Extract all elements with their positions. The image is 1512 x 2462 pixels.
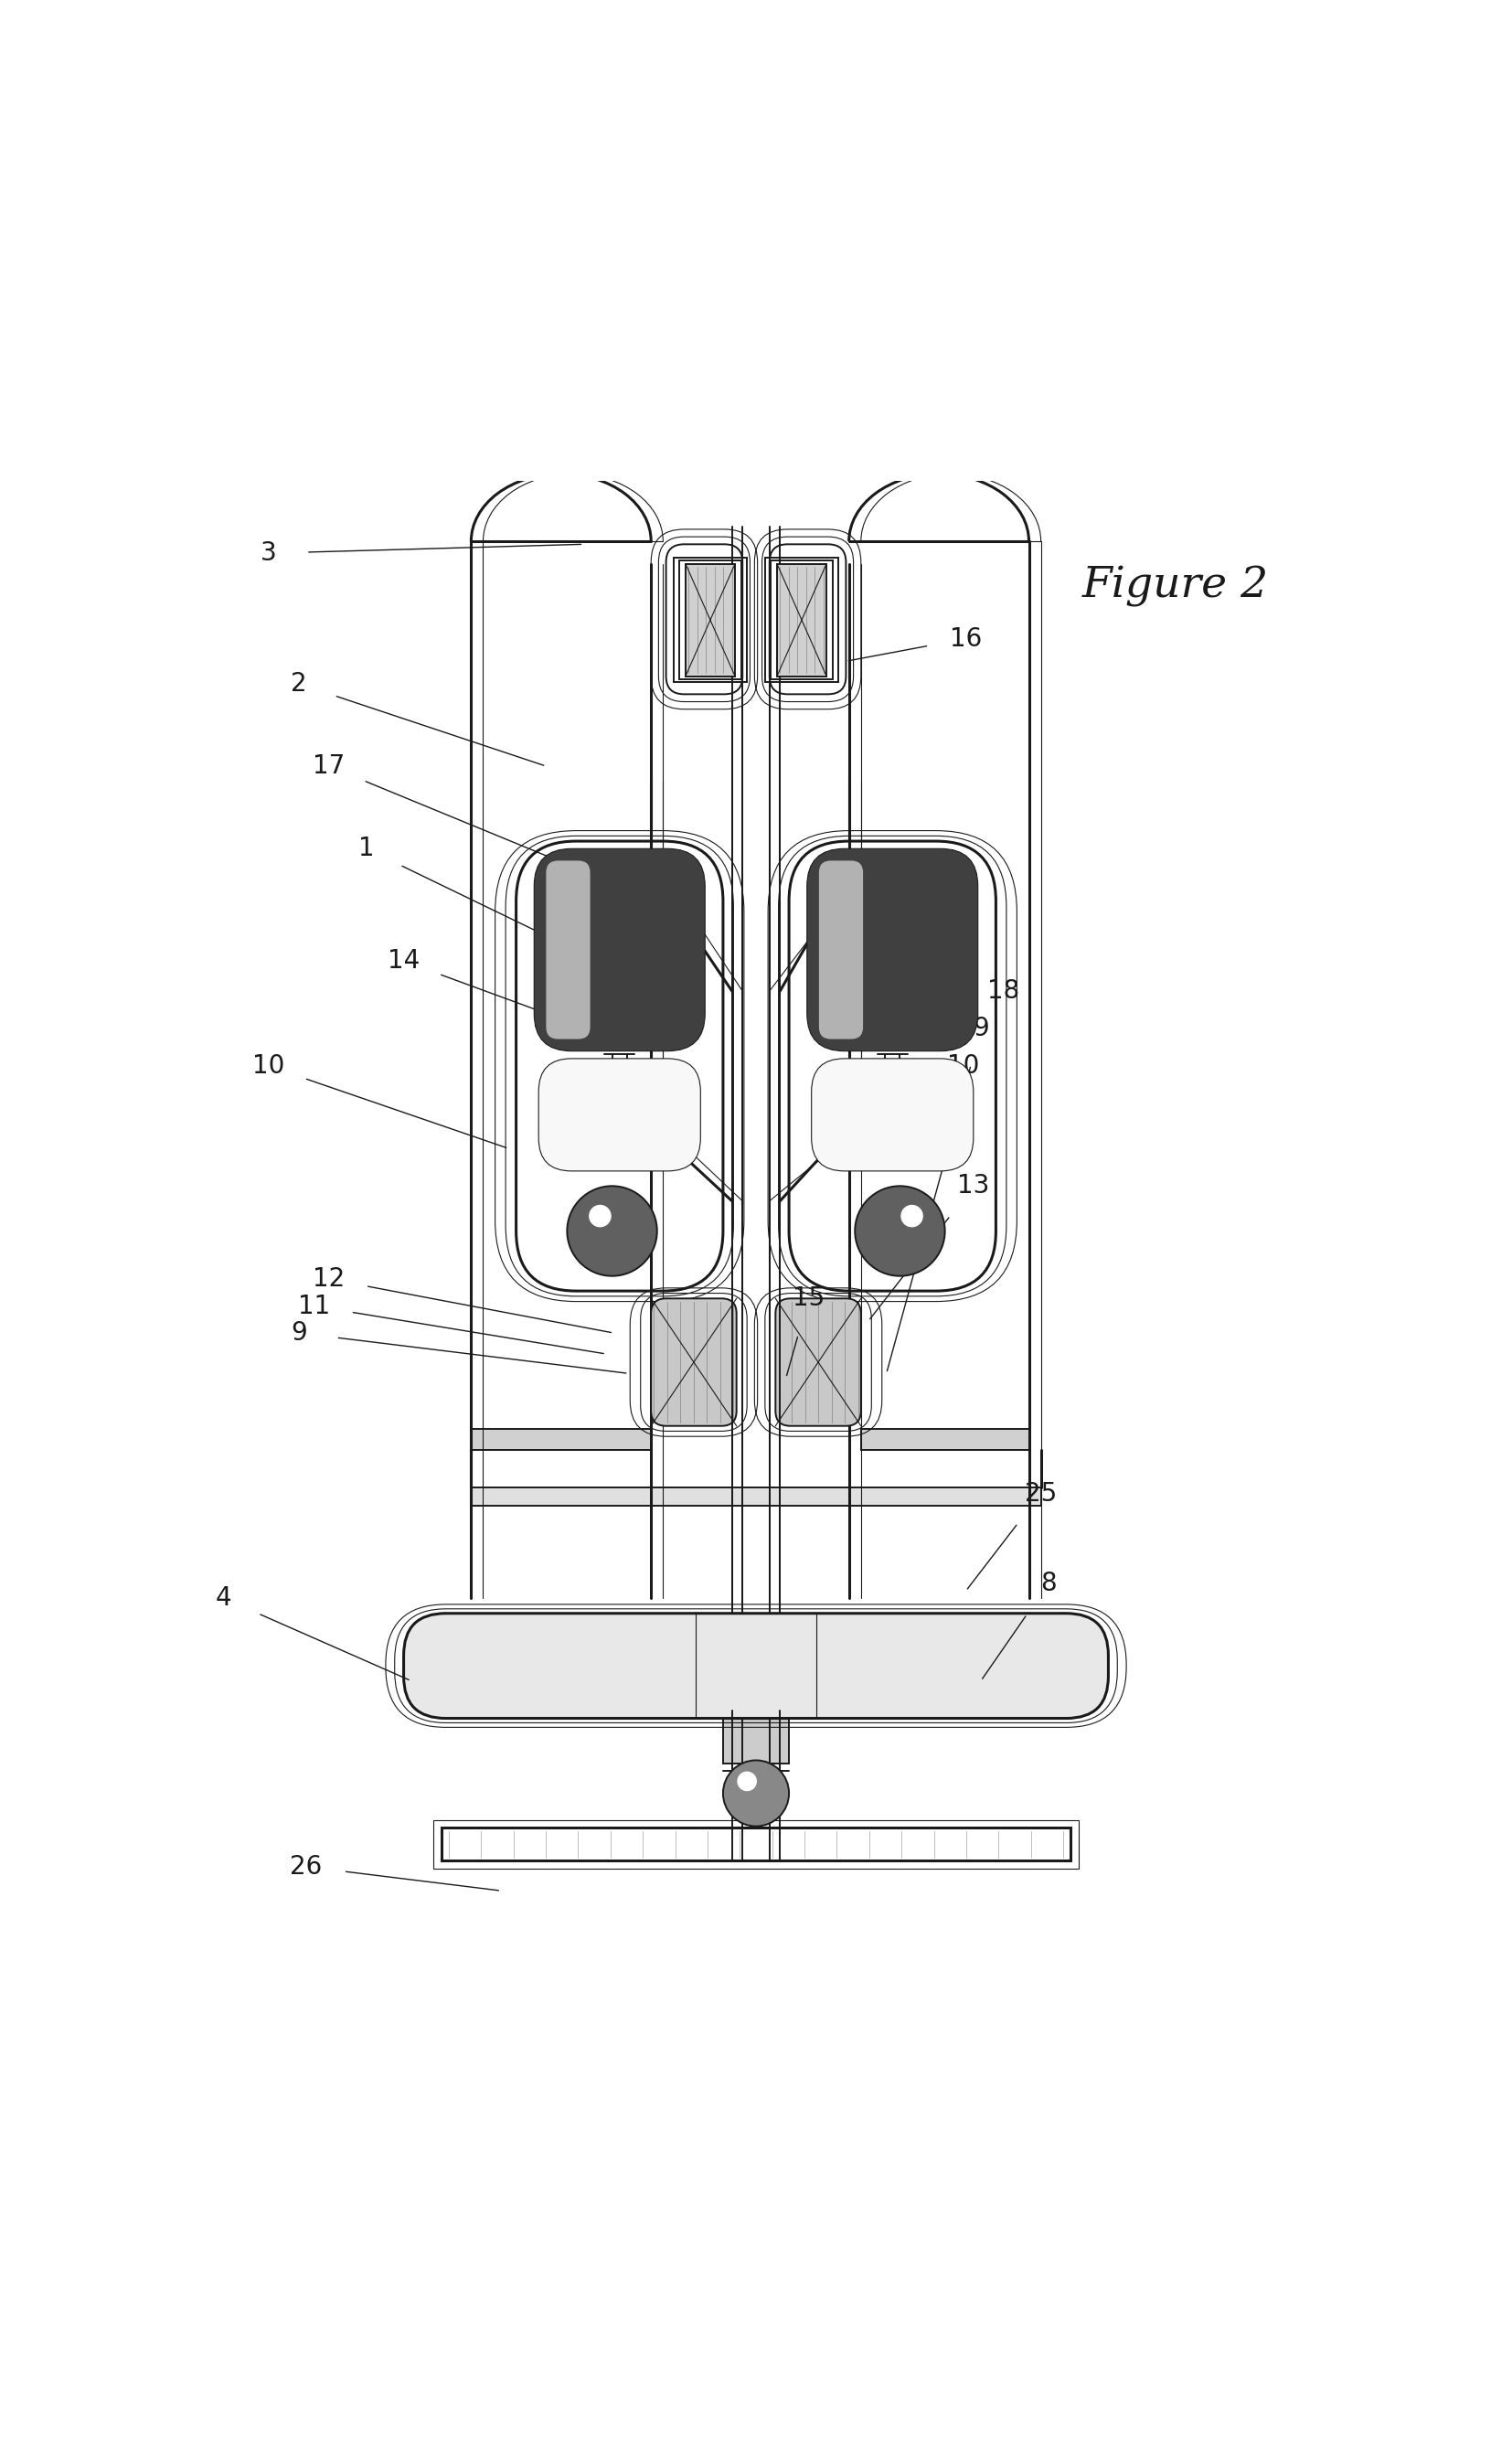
Text: 12: 12 <box>313 1265 345 1293</box>
Text: 10: 10 <box>253 1054 284 1078</box>
FancyBboxPatch shape <box>404 1613 1108 1718</box>
Text: Figure 2: Figure 2 <box>1083 566 1269 608</box>
FancyBboxPatch shape <box>812 1059 974 1172</box>
Text: 4: 4 <box>216 1586 231 1610</box>
Text: 13: 13 <box>957 1174 989 1199</box>
Text: 25: 25 <box>1025 1480 1057 1507</box>
Bar <box>472 1428 652 1450</box>
FancyBboxPatch shape <box>807 849 978 1051</box>
Text: 9: 9 <box>290 1320 307 1347</box>
Bar <box>679 561 741 680</box>
Bar <box>472 1487 1040 1504</box>
Circle shape <box>901 1204 924 1226</box>
Circle shape <box>567 1187 658 1275</box>
Bar <box>777 564 827 677</box>
Circle shape <box>738 1770 758 1792</box>
Circle shape <box>723 1760 789 1827</box>
Bar <box>765 559 839 682</box>
Text: 14: 14 <box>387 948 420 975</box>
Circle shape <box>854 1187 945 1275</box>
Bar <box>860 1428 1028 1450</box>
Text: 26: 26 <box>290 1854 322 1879</box>
Bar <box>723 1711 789 1763</box>
Bar <box>442 1827 1070 1861</box>
Circle shape <box>588 1204 611 1226</box>
FancyBboxPatch shape <box>538 1059 700 1172</box>
FancyBboxPatch shape <box>776 1297 860 1425</box>
FancyBboxPatch shape <box>652 1297 736 1425</box>
FancyBboxPatch shape <box>546 862 590 1039</box>
FancyBboxPatch shape <box>820 862 863 1039</box>
Bar <box>832 1620 1040 1711</box>
Text: 10: 10 <box>947 1054 980 1078</box>
Bar <box>472 1620 680 1711</box>
Bar <box>685 564 735 677</box>
Bar <box>673 559 747 682</box>
Text: 3: 3 <box>260 542 277 566</box>
Bar <box>771 561 833 680</box>
Text: 16: 16 <box>950 625 981 652</box>
Text: 17: 17 <box>313 753 345 778</box>
Text: 18: 18 <box>987 977 1019 1004</box>
Bar <box>434 1819 1078 1869</box>
Text: 2: 2 <box>290 672 307 697</box>
Text: 11: 11 <box>298 1293 330 1320</box>
Text: 1: 1 <box>358 835 375 862</box>
Text: 9: 9 <box>972 1017 989 1041</box>
Text: 8: 8 <box>1040 1571 1057 1595</box>
FancyBboxPatch shape <box>534 849 705 1051</box>
Text: 15: 15 <box>792 1285 824 1312</box>
